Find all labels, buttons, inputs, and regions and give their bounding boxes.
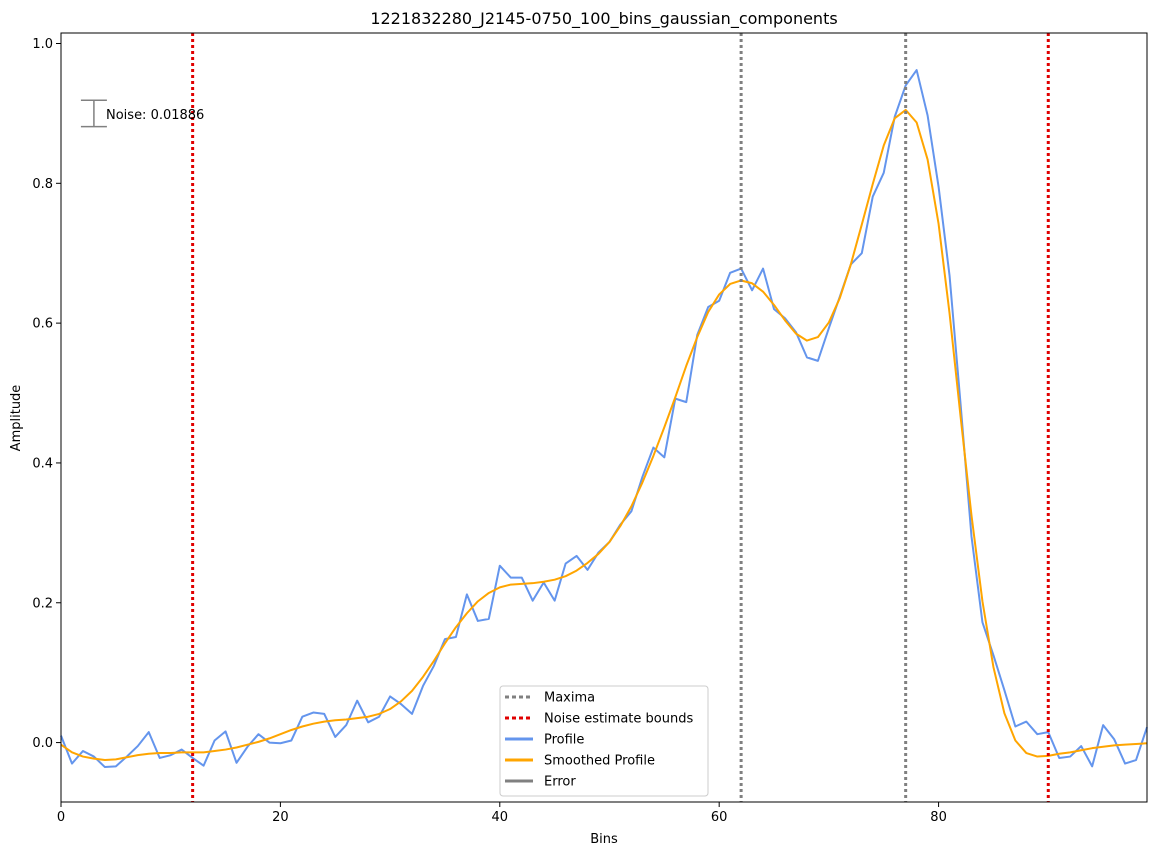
legend-label: Error — [544, 775, 576, 790]
x-tick-label: 80 — [930, 810, 947, 825]
y-tick-label: 0.0 — [32, 736, 53, 751]
plot-area: Noise: 0.01886 — [60, 32, 1148, 803]
chart-title: 1221832280_J2145-0750_100_bins_gaussian_… — [370, 9, 837, 29]
legend-box — [499, 685, 709, 797]
noise-error-bar: Noise: 0.01886 — [80, 99, 204, 128]
plot-background — [61, 33, 1147, 802]
legend-label: Smoothed Profile — [544, 754, 655, 769]
x-axis-label: Bins — [590, 832, 618, 847]
noise-label: Noise: 0.01886 — [106, 108, 204, 123]
y-tick-label: 1.0 — [32, 37, 53, 52]
legend-label: Profile — [544, 733, 584, 748]
plot-frame — [60, 32, 1148, 803]
series-layer — [60, 69, 1148, 769]
x-tick-label: 20 — [272, 810, 289, 825]
y-tick-label: 0.6 — [32, 317, 53, 332]
x-tick-label: 40 — [492, 810, 509, 825]
y-axis-label: Amplitude — [9, 385, 24, 452]
y-tick-label: 0.8 — [32, 177, 53, 192]
x-tick-label: 60 — [711, 810, 728, 825]
x-tick-label: 0 — [57, 810, 65, 825]
x-axis: 0 20 40 60 80 — [57, 802, 947, 825]
vline-layer — [191, 33, 1050, 802]
y-tick-label: 0.4 — [32, 456, 53, 471]
legend: Maxima Noise estimate bounds Profile Smooth… — [499, 685, 709, 797]
legend-label: Noise estimate bounds — [544, 712, 693, 727]
series-line-smoothed-profile — [60, 108, 1148, 762]
y-tick-label: 0.2 — [32, 596, 53, 611]
y-axis: 0.0 0.2 0.4 0.6 0.8 1.0 — [32, 37, 61, 751]
legend-label: Maxima — [544, 691, 595, 706]
